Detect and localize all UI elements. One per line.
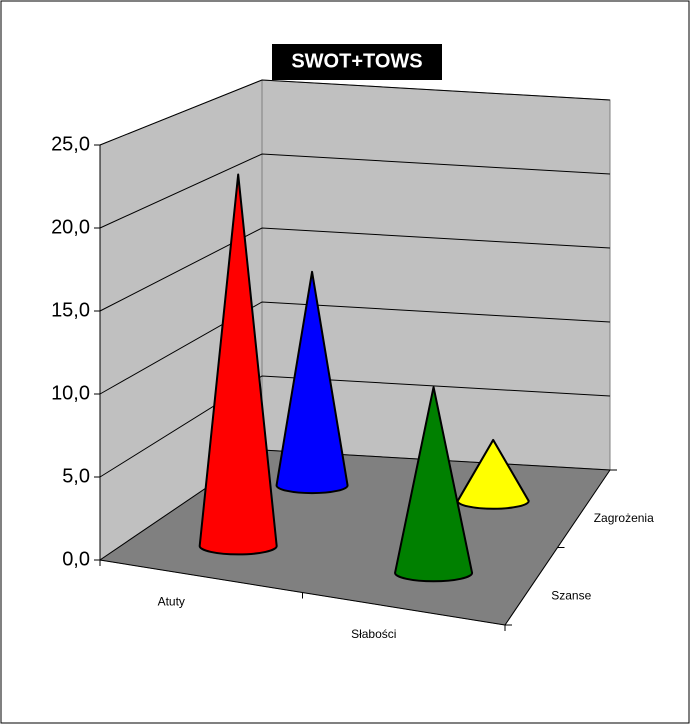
y-tick-label: 20,0: [51, 216, 90, 238]
x-tick-label: Słabości: [351, 627, 396, 641]
cone: [456, 438, 530, 510]
grid-line: [99, 301, 611, 395]
cone: [394, 386, 474, 583]
chart-title: SWOT+TOWS: [291, 50, 422, 72]
y-tick-label: 5,0: [62, 465, 90, 487]
grid-line: [99, 79, 611, 146]
series-label: Zagrożenia: [594, 511, 654, 525]
x-tick-label: Atuty: [158, 594, 185, 608]
title-box: [272, 44, 442, 80]
grid-line: [99, 375, 611, 478]
y-tick-label: 15,0: [51, 299, 90, 321]
cone: [198, 173, 278, 556]
y-tick-label: 0,0: [62, 548, 90, 570]
series-label: Szanse: [551, 588, 591, 602]
grid-line: [99, 153, 611, 229]
y-tick-label: 25,0: [51, 133, 90, 155]
y-tick-label: 10,0: [51, 382, 90, 404]
grid-line: [99, 227, 611, 312]
cone: [275, 270, 349, 495]
